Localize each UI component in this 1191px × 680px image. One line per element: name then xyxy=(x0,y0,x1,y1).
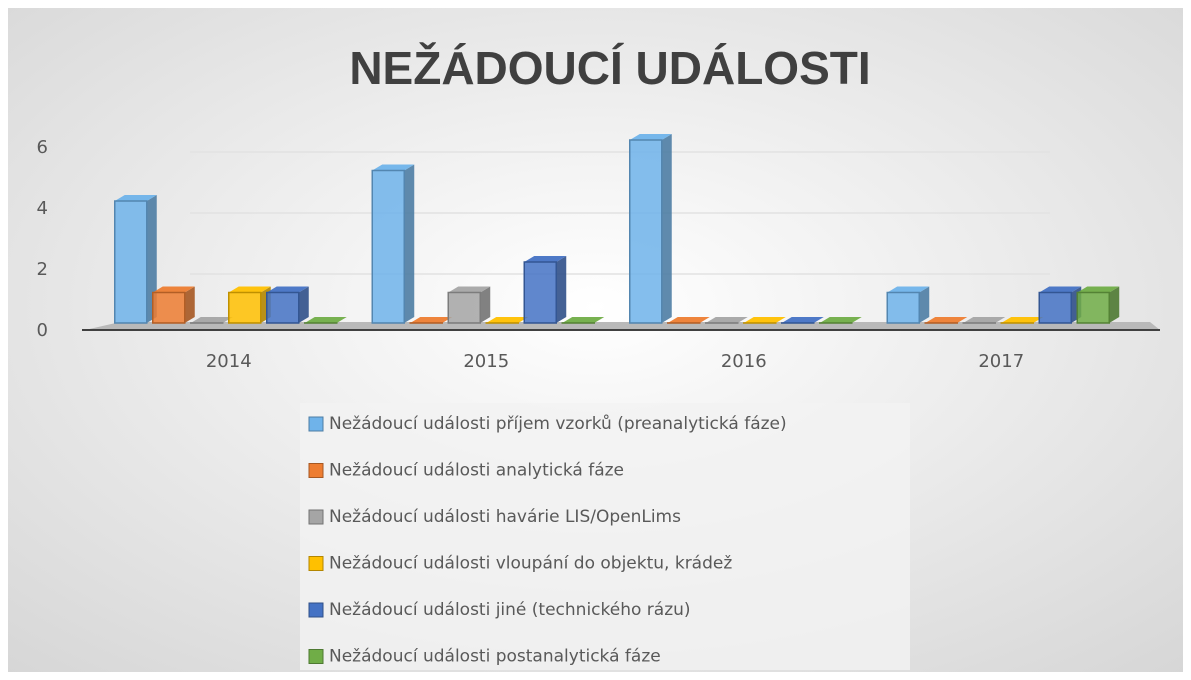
bar-top xyxy=(963,317,1006,323)
bar-top xyxy=(266,286,309,293)
legend-label: Nežádoucí události příjem vzorků (preana… xyxy=(329,414,787,434)
legend-label: Nežádoucí události jiné (technického ráz… xyxy=(329,600,691,620)
bar-side xyxy=(661,134,672,323)
bar-top xyxy=(743,317,786,323)
bar xyxy=(447,291,481,324)
legend-swatch xyxy=(308,556,324,571)
bar-top xyxy=(781,317,824,323)
legend-swatch xyxy=(308,649,324,664)
bar-top xyxy=(925,317,968,323)
bar-top xyxy=(372,164,415,171)
bar xyxy=(114,200,148,324)
bar-side xyxy=(919,286,930,323)
legend-box xyxy=(300,403,910,670)
bar-top xyxy=(190,317,233,323)
bar-side xyxy=(298,286,309,323)
bar-top xyxy=(887,286,930,293)
bar-top xyxy=(1077,286,1120,293)
bar-top xyxy=(114,195,157,201)
bar-top xyxy=(410,317,453,323)
bar xyxy=(523,261,557,324)
legend-swatch xyxy=(308,463,324,478)
bar-top xyxy=(152,286,195,293)
y-tick-label: 2 xyxy=(37,259,48,280)
x-tick-label: 2017 xyxy=(978,351,1024,372)
legend-label: Nežádoucí události postanalytická fáze xyxy=(329,647,661,667)
bar-side xyxy=(1109,286,1120,323)
bar xyxy=(629,139,663,324)
bar-top xyxy=(562,317,605,323)
x-tick-label: 2016 xyxy=(721,351,767,372)
bar-top xyxy=(667,317,710,323)
bar-side xyxy=(146,195,157,323)
bar-top xyxy=(524,256,567,262)
bar-top xyxy=(1001,317,1044,323)
bar-side xyxy=(480,286,491,323)
bar-top xyxy=(1039,286,1082,293)
legend-swatch xyxy=(308,416,324,432)
x-tick-label: 2015 xyxy=(463,351,509,372)
chart-title: NEŽÁDOUCÍ UDÁLOSTI xyxy=(349,42,870,94)
bar-top xyxy=(304,317,347,323)
bar-top xyxy=(819,317,862,323)
legend-swatch xyxy=(308,509,324,525)
y-tick-label: 4 xyxy=(37,198,48,219)
bar xyxy=(228,291,262,324)
bar xyxy=(1076,291,1110,324)
y-tick-label: 6 xyxy=(37,137,48,158)
bar-side xyxy=(556,256,567,323)
floor xyxy=(85,322,1160,330)
bar-top xyxy=(228,286,271,293)
bar xyxy=(1038,291,1072,324)
bar-side xyxy=(184,286,195,323)
bar-side xyxy=(404,164,415,323)
bar-top xyxy=(705,317,748,323)
legend-label: Nežádoucí události havárie LIS/OpenLims xyxy=(329,507,681,527)
bar-top xyxy=(448,286,491,293)
legend-swatch xyxy=(308,602,324,618)
bar xyxy=(371,169,405,324)
bar-top xyxy=(486,317,529,323)
bar-top xyxy=(629,134,672,140)
y-tick-label: 0 xyxy=(37,320,48,341)
bar xyxy=(266,291,300,324)
legend-label: Nežádoucí události analytická fáze xyxy=(329,461,624,481)
bar xyxy=(152,291,186,324)
x-tick-label: 2014 xyxy=(206,351,252,372)
legend-label: Nežádoucí události vloupání do objektu, … xyxy=(329,554,732,574)
bar xyxy=(886,291,920,324)
